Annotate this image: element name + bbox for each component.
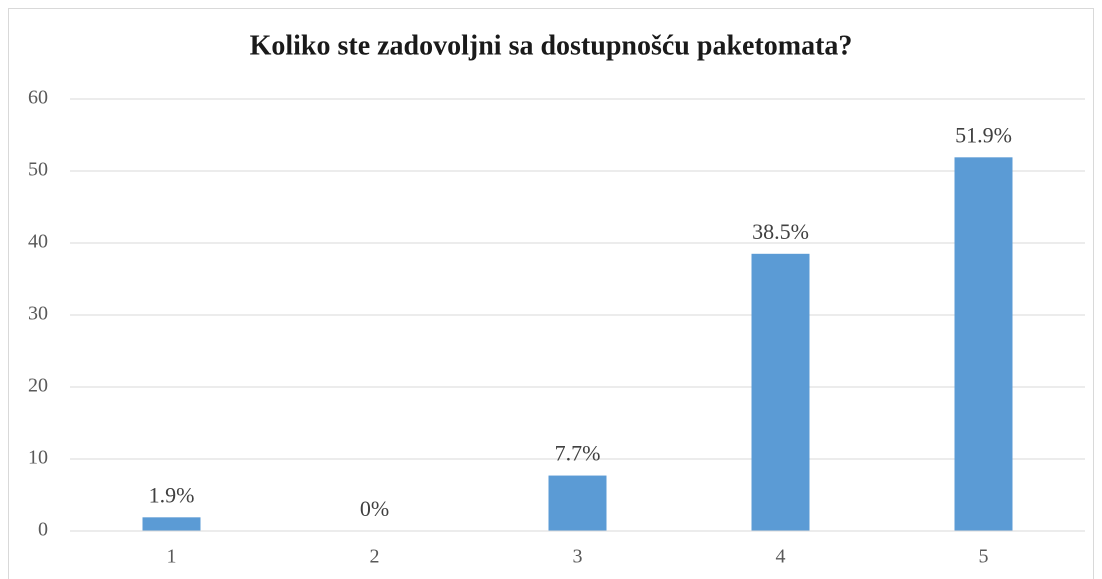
data-label: 38.5% <box>752 219 809 244</box>
bar <box>142 517 201 531</box>
x-tick-label: 2 <box>370 546 380 568</box>
data-label: 1.9% <box>149 482 195 507</box>
y-tick-label: 30 <box>28 303 48 325</box>
y-tick-label: 10 <box>28 447 48 469</box>
y-tick-label: 50 <box>28 159 48 181</box>
y-tick-label: 20 <box>28 375 48 397</box>
bar <box>548 475 607 531</box>
chart-title: Koliko ste zadovoljni sa dostupnošću pak… <box>250 30 853 61</box>
bar <box>751 253 810 532</box>
bar <box>954 157 1013 531</box>
y-tick-label: 60 <box>28 87 48 109</box>
x-tick-label: 4 <box>776 546 786 568</box>
x-tick-label: 3 <box>573 546 583 568</box>
data-label: 7.7% <box>555 441 601 466</box>
x-tick-label: 1 <box>167 546 177 568</box>
y-tick-label: 40 <box>28 231 48 253</box>
x-tick-label: 5 <box>979 546 989 568</box>
data-label: 51.9% <box>955 122 1012 147</box>
y-tick-label: 0 <box>38 519 48 541</box>
data-label: 0% <box>360 496 389 521</box>
